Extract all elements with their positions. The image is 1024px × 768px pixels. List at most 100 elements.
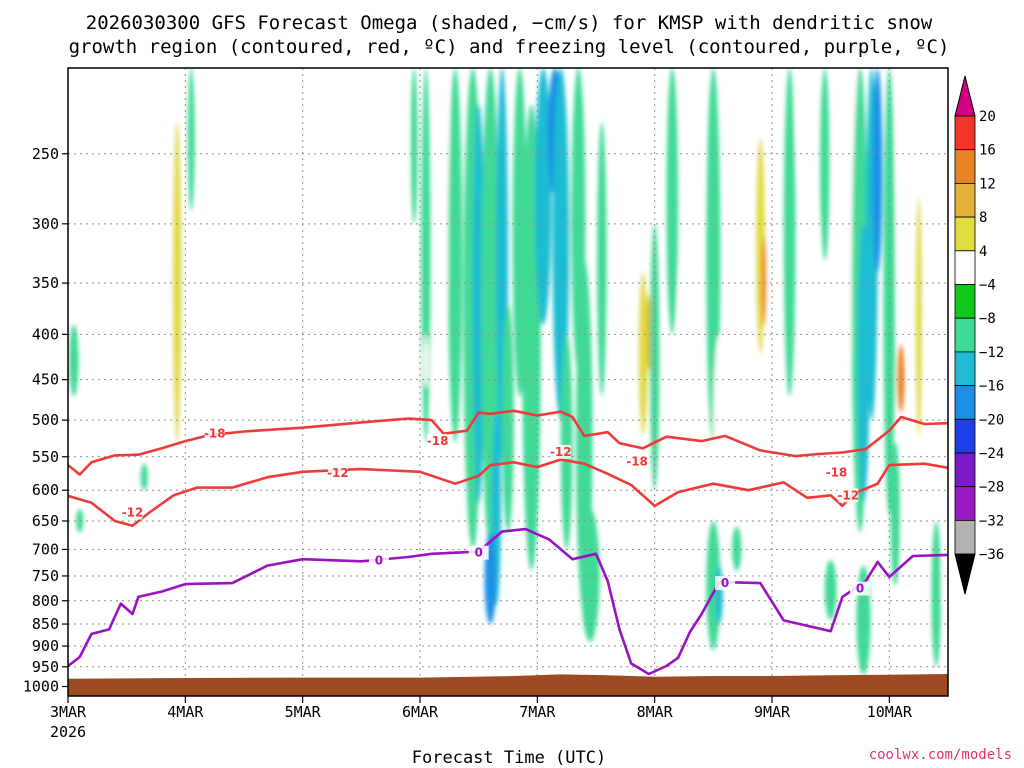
y-tick-label-600: 600 [32, 481, 59, 499]
contour-label-0: 0 [375, 553, 383, 567]
omega-region-23 [472, 104, 485, 503]
colorbar-label--12: −12 [979, 345, 1004, 361]
x-tick-label-8: 8MAR [637, 703, 674, 721]
omega-region-46 [676, 260, 692, 457]
contour-label-bg [204, 426, 225, 441]
colorbar-swatch [954, 284, 976, 319]
y-tick-label-500: 500 [32, 411, 59, 429]
omega-region-72 [897, 343, 905, 413]
omega-region-12 [296, 68, 309, 284]
omega-region-77 [938, 68, 946, 211]
omega-region-49 [713, 334, 726, 516]
colorbar-label--8: −8 [979, 311, 996, 327]
omega-region-9 [187, 68, 195, 211]
omega-region-4 [103, 283, 115, 521]
omega-region-21 [448, 68, 463, 443]
omega-region-43 [646, 293, 652, 372]
omega-region-58 [783, 68, 796, 397]
colorbar-label--20: −20 [979, 412, 1004, 428]
omega-region-18 [421, 68, 431, 443]
omega-region-50 [706, 520, 721, 651]
omega-region-5 [129, 68, 137, 139]
contour-label-bg [368, 553, 389, 568]
omega-region-34 [552, 68, 570, 421]
omega-region-75 [924, 68, 937, 521]
colorbar-top-arrow [954, 75, 976, 117]
y-tick-label-800: 800 [32, 592, 59, 610]
omega-region-74 [915, 197, 923, 436]
omega-region-8 [172, 121, 182, 443]
omega-region-1 [76, 508, 84, 533]
y-tick-label-350: 350 [32, 274, 59, 292]
x-tick-label-5: 5MAR [285, 703, 322, 721]
y-tick-label-400: 400 [32, 325, 59, 343]
colorbar-swatch [954, 351, 976, 386]
colorbar-swatch [954, 182, 976, 218]
contour-line-0 [68, 527, 948, 676]
contour-label--12: -12 [122, 506, 144, 520]
contour-label-bg [715, 576, 736, 591]
omega-region-17 [410, 68, 418, 224]
omega-region-15 [380, 68, 390, 272]
omega-region-60 [807, 197, 819, 405]
contour-label-bg [627, 454, 648, 469]
omega-region-20 [437, 68, 450, 315]
contour-line--12 [68, 458, 948, 527]
omega-region-68 [872, 68, 883, 272]
y-tick-label-950: 950 [32, 658, 59, 676]
colorbar-swatch [954, 216, 976, 252]
colorbar-label--16: −16 [979, 379, 1004, 395]
omega-region-16 [396, 68, 409, 344]
contour-label-bg [838, 488, 859, 503]
omega-region-19 [423, 334, 429, 389]
x-tick-label-10: 10MAR [867, 703, 913, 721]
chart-title-line2: growth region (contoured, red, ºC) and f… [69, 36, 950, 58]
omega-region-14 [339, 68, 349, 211]
omega-region-39 [597, 121, 607, 397]
y-tick-label-550: 550 [32, 448, 59, 466]
colorbar-swatch [954, 250, 976, 285]
y-axis: 250 300 350 400 450 500 550 600 650 700 750 800 850 9… [23, 145, 68, 696]
credit-text: coolwx.com/models [869, 747, 1012, 763]
y-tick-label-750: 750 [32, 567, 59, 585]
omega-region-42 [638, 271, 648, 436]
y-tick-label-300: 300 [32, 215, 59, 233]
x-tick-label-7: 7MAR [519, 703, 556, 721]
omega-region-71 [896, 68, 906, 372]
colorbar-label-4: 4 [979, 244, 987, 260]
colorbar-label--28: −28 [979, 480, 1004, 496]
omega-region-56 [761, 236, 767, 325]
colorbar-label--36: −36 [979, 547, 1004, 563]
y-tick-label-450: 450 [32, 371, 59, 389]
x-tick-label-4: 4MAR [167, 703, 204, 721]
omega-region-38 [580, 508, 600, 642]
colorbar-swatch [954, 452, 976, 488]
contour-label--12: -12 [550, 445, 572, 459]
colorbar-swatch [954, 149, 976, 184]
colorbar-label-20: 20 [979, 109, 996, 125]
omega-region-62 [824, 560, 837, 620]
omega-region-45 [666, 68, 679, 335]
colorbar-bottom-arrow [954, 553, 976, 595]
contour-label--18: -18 [826, 466, 848, 480]
contour-label-bg [327, 466, 348, 481]
x-axis: 3MAR 2026 4MAR 5MAR 6MAR 7MAR 8MAR 9MAR 10MAR [50, 696, 913, 741]
omega-region-51 [715, 565, 723, 625]
omega-region-35 [560, 334, 573, 550]
x-tick-label-3: 3MAR [50, 703, 87, 721]
omega-region-32 [534, 68, 552, 325]
contour-label-bg [850, 581, 870, 596]
colorbar-label--4: −4 [979, 278, 996, 294]
omega-region-13 [309, 68, 320, 169]
x-tick-label-6: 6MAR [402, 703, 439, 721]
colorbar-swatch [954, 385, 976, 420]
omega-region-52 [732, 526, 742, 571]
colorbar-label--24: −24 [979, 446, 1004, 462]
colorbar-swatch [954, 520, 976, 555]
omega-region-10 [215, 104, 226, 272]
omega-region-29 [502, 304, 514, 533]
ground-layer [68, 674, 948, 696]
chart-title-line1: 2026030300 GFS Forecast Omega (shaded, −… [86, 12, 933, 34]
contour-label-bg [427, 434, 448, 449]
